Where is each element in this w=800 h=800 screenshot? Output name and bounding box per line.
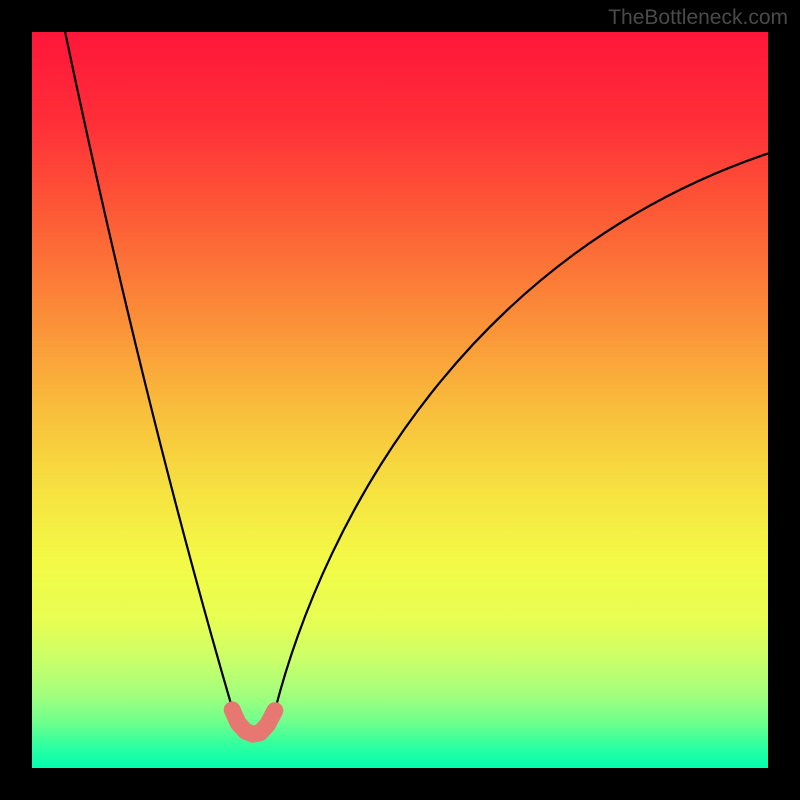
watermark-text: TheBottleneck.com <box>608 6 788 30</box>
chart-svg <box>32 32 768 768</box>
trough-dot <box>261 718 274 731</box>
trough-dot <box>269 704 282 717</box>
bottleneck-chart <box>32 32 768 768</box>
gradient-background <box>32 32 768 768</box>
trough-dot <box>226 704 239 717</box>
